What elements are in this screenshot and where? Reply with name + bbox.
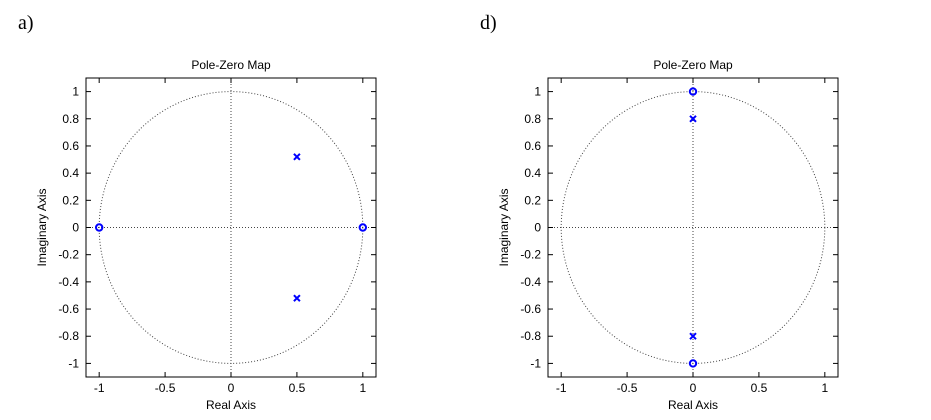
y-tick-label: -0.8 (58, 329, 79, 343)
y-tick-label: 0.6 (524, 139, 541, 153)
y-tick-label: -0.2 (520, 248, 541, 262)
y-tick-label: 1 (534, 85, 541, 99)
y-tick-label: 0.6 (62, 139, 79, 153)
x-tick-label: -0.5 (617, 381, 638, 395)
x-tick-label: 1 (359, 381, 366, 395)
pole-zero-map-2: Pole-Zero Map -1 -0.5 0 0.5 1 1 0.8 0.6 0.4 0.2 0 -0… (497, 58, 839, 412)
y-tick-label: -0.4 (58, 275, 79, 289)
y-tick-label: 0.2 (62, 193, 79, 207)
y-tick-label: 0.4 (524, 166, 541, 180)
x-tick-label: 0 (690, 381, 697, 395)
pole-marker (689, 332, 697, 340)
y-axis-label: Imaginary Axis (497, 188, 511, 266)
x-tick-label: 1 (821, 381, 828, 395)
pole-stroke (293, 153, 301, 161)
chart-title: Pole-Zero Map (653, 58, 733, 72)
x-tick-label: 0.5 (751, 381, 768, 395)
y-tick-label: 0.4 (62, 166, 79, 180)
x-tick-label: 0.5 (289, 381, 306, 395)
x-tick-label: -1 (556, 381, 567, 395)
pole-marker (689, 115, 697, 123)
y-tick-label: 0 (534, 221, 541, 235)
pole-stroke (689, 332, 697, 340)
x-axis-label: Real Axis (668, 398, 718, 412)
x-axis-label: Real Axis (206, 398, 256, 412)
y-tick-label: -0.6 (520, 302, 541, 316)
y-tick-label: -0.8 (520, 329, 541, 343)
pole-marker (293, 153, 301, 161)
pole-zero-map-1: Pole-Zero Map -1 -0.5 0 0.5 1 1 0.8 0.6 0.4 0.2 0 -0… (35, 58, 377, 412)
y-tick-label: -1 (530, 356, 541, 370)
y-tick-label: 1 (72, 85, 79, 99)
panel-label-a: a) (18, 12, 34, 34)
x-tick-label: -1 (94, 381, 105, 395)
y-tick-label: 0.8 (524, 112, 541, 126)
pole-stroke (293, 294, 301, 302)
pole-stroke (689, 115, 697, 123)
panel-label-d: d) (480, 12, 497, 34)
y-tick-label: -0.2 (58, 248, 79, 262)
zero-marker (688, 359, 698, 368)
y-tick-label: -1 (68, 356, 79, 370)
y-axis-label: Imaginary Axis (35, 188, 49, 266)
x-tick-label: -0.5 (155, 381, 176, 395)
y-tick-label: 0.2 (524, 193, 541, 207)
zero-marker (688, 87, 698, 96)
zero-marker (358, 223, 368, 232)
chart-title: Pole-Zero Map (191, 58, 271, 72)
y-tick-label: -0.6 (58, 302, 79, 316)
zero-marker (94, 223, 104, 232)
y-tick-label: 0 (72, 221, 79, 235)
x-tick-label: 0 (228, 381, 235, 395)
pole-marker (293, 294, 301, 302)
y-tick-label: 0.8 (62, 112, 79, 126)
y-tick-label: -0.4 (520, 275, 541, 289)
